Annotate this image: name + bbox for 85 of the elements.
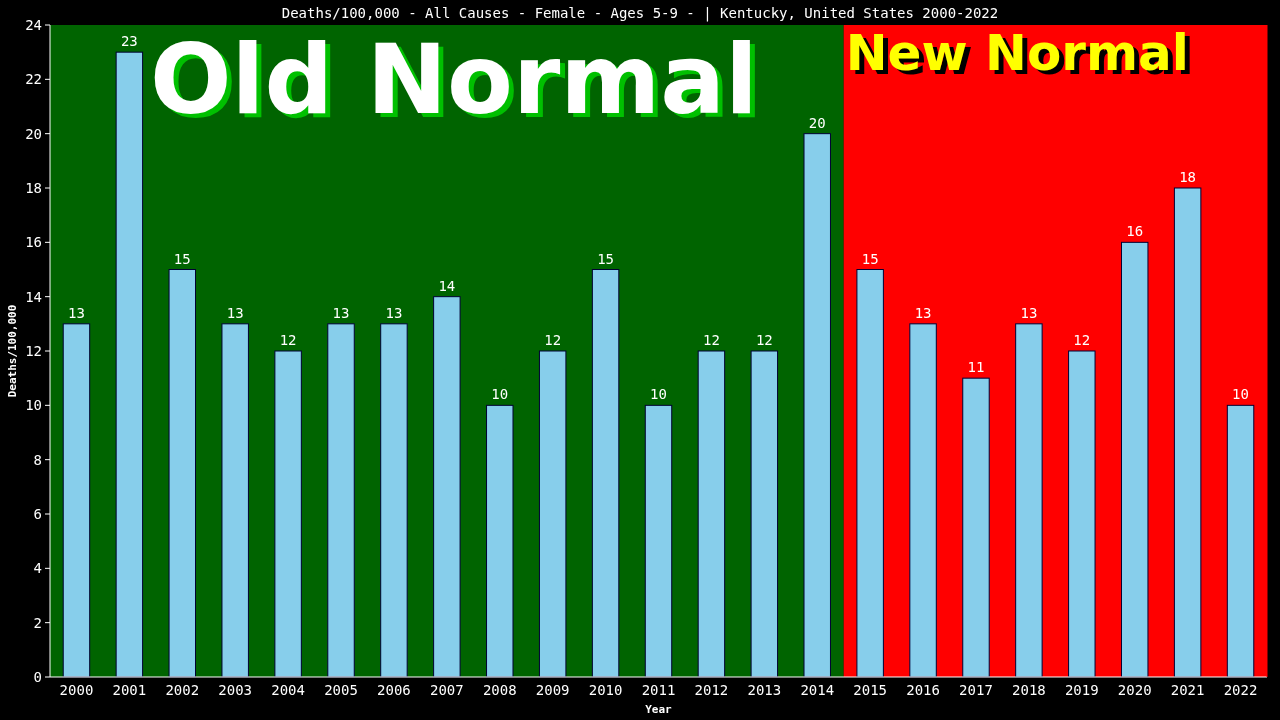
y-tick-label: 8 [33, 451, 42, 468]
y-tick-label: 18 [25, 180, 42, 196]
bar [380, 323, 408, 678]
x-tick-label: 2012 [694, 682, 729, 698]
data-label: 12 [279, 332, 297, 348]
x-tick-label: 2000 [59, 682, 94, 698]
bar [591, 269, 620, 678]
bar [538, 350, 567, 678]
bar [327, 323, 355, 678]
bar [486, 404, 514, 678]
data-label: 13 [332, 304, 350, 321]
data-label: 13 [226, 304, 244, 321]
data-label: 10 [650, 386, 667, 403]
data-label: 12 [544, 332, 562, 348]
x-tick-label: 2021 [1170, 682, 1205, 698]
x-tick-label: 2022 [1223, 682, 1258, 698]
data-label: 13 [914, 304, 932, 321]
y-tick-label: 12 [25, 343, 42, 359]
x-tick-label: 2004 [271, 682, 305, 698]
y-tick-label: 0 [33, 669, 42, 685]
data-label: 12 [702, 332, 720, 348]
x-tick-label: 2011 [641, 682, 676, 698]
bar [909, 323, 937, 678]
bar [856, 269, 884, 678]
data-label: 13 [1020, 304, 1038, 321]
data-label: 18 [1179, 169, 1197, 185]
bar [1015, 323, 1043, 678]
bar [168, 269, 197, 678]
data-label: 13 [385, 304, 403, 321]
y-tick-label: 14 [25, 288, 42, 305]
bar [1068, 350, 1096, 678]
y-tick-label: 16 [25, 234, 42, 251]
data-label: 15 [173, 250, 191, 267]
x-tick-label: 2020 [1117, 682, 1152, 698]
y-tick-label: 24 [25, 17, 42, 33]
bar [274, 350, 302, 678]
data-label: 12 [1073, 332, 1091, 348]
bar [221, 323, 249, 678]
bar [1173, 187, 1202, 678]
bar [803, 133, 831, 678]
x-tick-label: 2009 [535, 682, 570, 698]
data-label: 14 [438, 277, 456, 294]
bar [962, 377, 990, 678]
bar [697, 350, 726, 678]
y-tick-label: 4 [33, 560, 42, 577]
x-tick-label: 2005 [324, 682, 358, 698]
bar [750, 350, 779, 678]
x-tick-label: 2018 [1012, 682, 1046, 698]
bar [115, 51, 144, 678]
x-tick-label: 2019 [1064, 682, 1099, 698]
x-tick-label: 2001 [112, 682, 147, 698]
bar [433, 296, 461, 678]
x-tick-label: 2003 [218, 682, 253, 698]
x-tick-label: 2002 [165, 682, 200, 698]
y-tick-label: 20 [25, 125, 42, 142]
data-label: 23 [120, 33, 138, 50]
x-tick-label: 2017 [959, 682, 993, 698]
data-label: 13 [68, 304, 85, 321]
data-label: 15 [861, 250, 879, 267]
x-tick-label: 2006 [377, 682, 411, 698]
chart-title: Deaths/100,000 - All Causes - Female - Ages 5-9 - | Kentucky, United States 2000-2022 [281, 5, 999, 22]
y-tick-label: 22 [25, 71, 42, 88]
x-tick-label: 2010 [588, 682, 623, 698]
y-tick-label: 10 [25, 397, 42, 414]
data-label: 11 [967, 359, 985, 376]
y-tick-label: 6 [33, 506, 42, 522]
y-tick-label: 2 [33, 614, 42, 631]
data-label: 15 [597, 250, 615, 267]
data-label: 10 [491, 386, 509, 403]
x-tick-label: 2015 [853, 682, 888, 698]
bar [62, 323, 91, 678]
data-label: 20 [808, 114, 826, 131]
x-tick-label: 2014 [800, 682, 835, 698]
data-label: 16 [1126, 223, 1144, 240]
bar [1226, 404, 1255, 678]
x-tick-label: 2013 [747, 682, 782, 698]
data-label: 12 [755, 332, 773, 348]
bar [644, 404, 673, 678]
y-axis-title: Deaths/100,000 [6, 304, 19, 398]
x-tick-label: 2008 [482, 682, 517, 698]
bar [1120, 241, 1149, 678]
x-axis-title: Year [645, 703, 673, 716]
x-tick-label: 2007 [429, 682, 464, 698]
x-tick-label: 2016 [906, 682, 940, 698]
data-label: 10 [1232, 386, 1249, 403]
